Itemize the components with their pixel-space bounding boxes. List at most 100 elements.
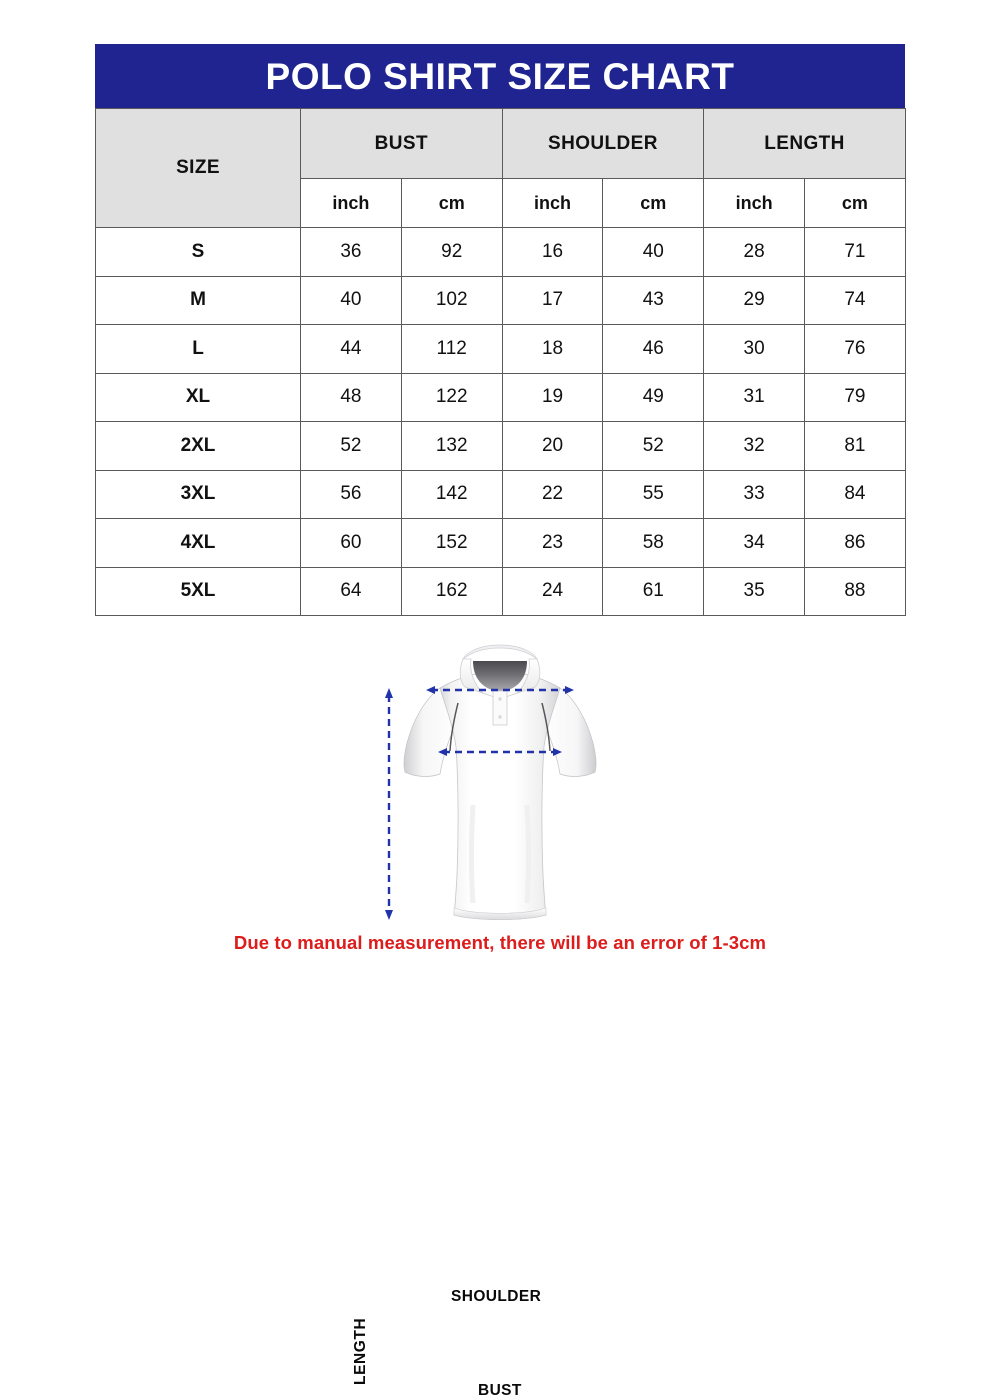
shoulder-arrowhead-left — [426, 686, 435, 694]
cell-shoulder-inch: 17 — [501, 275, 604, 325]
cell-length-cm: 76 — [804, 324, 906, 374]
unit-shoulder-inch: inch — [501, 178, 604, 228]
cell-shoulder-cm: 43 — [602, 275, 705, 325]
chart-title: POLO SHIRT SIZE CHART — [95, 44, 905, 108]
table-row: S 36 92 16 40 28 71 — [95, 227, 906, 277]
table-row: L 44 112 18 46 30 76 — [95, 324, 906, 374]
table-row: 4XL 60 152 23 58 34 86 — [95, 518, 906, 568]
cell-size: L — [95, 324, 301, 374]
unit-length-inch: inch — [703, 178, 806, 228]
shirt-button-bottom — [498, 715, 502, 719]
cell-shoulder-inch: 20 — [501, 421, 604, 471]
cell-shoulder-inch: 22 — [501, 469, 604, 519]
bust-measure-arrow — [438, 748, 562, 756]
cell-length-inch: 30 — [703, 324, 806, 374]
column-header-shoulder: SHOULDER — [501, 108, 705, 179]
cell-length-cm: 79 — [804, 372, 906, 422]
cell-bust-inch: 52 — [300, 421, 402, 471]
length-measure-arrow — [385, 688, 393, 920]
table-row: XL 48 122 19 49 31 79 — [95, 372, 906, 422]
cell-length-inch: 29 — [703, 275, 806, 325]
cell-bust-cm: 142 — [400, 469, 503, 519]
cell-size: S — [95, 227, 301, 277]
shirt-placket — [492, 690, 508, 726]
cell-shoulder-cm: 46 — [602, 324, 705, 374]
length-arrowhead-top — [385, 688, 393, 698]
cell-length-inch: 31 — [703, 372, 806, 422]
cell-bust-cm: 152 — [400, 518, 503, 568]
cell-size: 3XL — [95, 469, 301, 519]
cell-bust-inch: 40 — [300, 275, 402, 325]
bust-label: BUST — [478, 1382, 522, 1399]
shirt-right-armhole-seam — [541, 702, 551, 752]
unit-bust-cm: cm — [400, 178, 503, 228]
cell-length-inch: 33 — [703, 469, 806, 519]
cell-shoulder-inch: 24 — [501, 566, 604, 616]
table-unit-header-row: inch cm inch cm inch cm — [96, 178, 906, 228]
cell-length-cm: 88 — [804, 566, 906, 616]
shirt-collar-left — [459, 658, 501, 700]
cell-bust-inch: 60 — [300, 518, 402, 568]
column-header-size: SIZE — [95, 108, 301, 228]
shirt-left-armhole-seam — [449, 702, 459, 752]
cell-bust-cm: 122 — [400, 372, 503, 422]
cell-shoulder-inch: 18 — [501, 324, 604, 374]
shirt-fold-right — [524, 804, 531, 904]
cell-length-cm: 81 — [804, 421, 906, 471]
cell-length-inch: 32 — [703, 421, 806, 471]
cell-shoulder-inch: 23 — [501, 518, 604, 568]
cell-shoulder-cm: 40 — [602, 227, 705, 277]
cell-length-inch: 34 — [703, 518, 806, 568]
measurement-disclaimer: Due to manual measurement, there will be… — [233, 932, 767, 953]
cell-bust-cm: 132 — [400, 421, 503, 471]
unit-bust-inch: inch — [300, 178, 402, 228]
cell-bust-cm: 112 — [400, 324, 503, 374]
table-row: M 40 102 17 43 29 74 — [95, 275, 906, 325]
cell-length-cm: 71 — [804, 227, 906, 277]
shirt-collar-band — [462, 644, 538, 660]
cell-length-cm: 84 — [804, 469, 906, 519]
cell-bust-cm: 162 — [400, 566, 503, 616]
cell-length-inch: 28 — [703, 227, 806, 277]
table-row: 5XL 64 162 24 61 35 88 — [95, 566, 906, 616]
table-group-header-row: SIZE BUST SHOULDER LENGTH — [95, 108, 906, 228]
column-header-length: LENGTH — [703, 108, 906, 179]
cell-shoulder-inch: 19 — [501, 372, 604, 422]
cell-bust-inch: 36 — [300, 227, 402, 277]
size-chart-panel: POLO SHIRT SIZE CHART SIZE BUST SHOULDER… — [95, 44, 906, 616]
shirt-hem — [453, 907, 547, 920]
cell-shoulder-cm: 52 — [602, 421, 705, 471]
cell-bust-inch: 56 — [300, 469, 402, 519]
cell-length-cm: 86 — [804, 518, 906, 568]
shirt-button-top — [498, 697, 502, 701]
cell-shoulder-cm: 58 — [602, 518, 705, 568]
cell-size: XL — [95, 372, 301, 422]
cell-size: 2XL — [95, 421, 301, 471]
length-arrowhead-bottom — [385, 910, 393, 920]
cell-shoulder-cm: 49 — [602, 372, 705, 422]
shirt-collar-right — [499, 658, 541, 700]
cell-size: M — [95, 275, 301, 325]
cell-bust-cm: 102 — [400, 275, 503, 325]
shirt-fold-left — [469, 804, 476, 904]
cell-size: 5XL — [95, 566, 301, 616]
cell-size: 4XL — [95, 518, 301, 568]
shoulder-measure-arrow — [426, 686, 574, 694]
cell-bust-cm: 92 — [400, 227, 503, 277]
measurement-diagram: SHOULDER BUST LENGTH — [0, 625, 1000, 1399]
cell-length-inch: 35 — [703, 566, 806, 616]
unit-length-cm: cm — [804, 178, 906, 228]
cell-shoulder-cm: 55 — [602, 469, 705, 519]
unit-shoulder-cm: cm — [602, 178, 705, 228]
table-row: 3XL 56 142 22 55 33 84 — [95, 469, 906, 519]
shoulder-label: SHOULDER — [451, 1288, 542, 1305]
length-label: LENGTH — [352, 1317, 369, 1385]
cell-bust-inch: 64 — [300, 566, 402, 616]
column-header-bust: BUST — [300, 108, 503, 179]
polo-shirt-illustration — [385, 644, 597, 920]
table-row: 2XL 52 132 20 52 32 81 — [95, 421, 906, 471]
bust-arrowhead-left — [438, 748, 447, 756]
cell-length-cm: 74 — [804, 275, 906, 325]
size-chart-table: SIZE BUST SHOULDER LENGTH inch cm inch c… — [95, 108, 906, 616]
shoulder-arrowhead-right — [565, 686, 574, 694]
